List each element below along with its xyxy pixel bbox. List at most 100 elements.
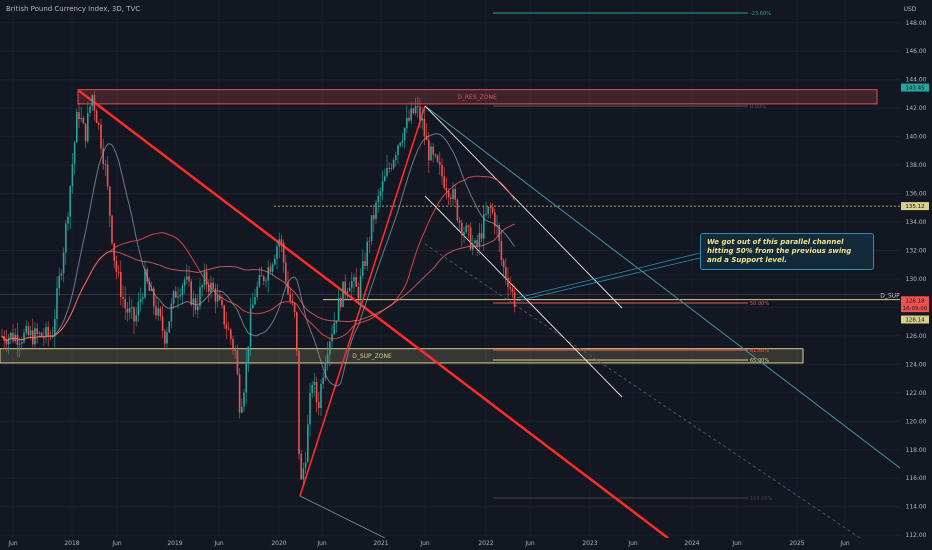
candle-body [430, 146, 432, 161]
trend-line [299, 105, 426, 497]
candle-body [386, 167, 388, 177]
candle-body [302, 468, 305, 480]
candle-body [216, 295, 219, 302]
candle-body [23, 332, 25, 343]
candle-body [27, 326, 30, 335]
price-tag-label: 135.12 [905, 204, 924, 210]
candle-body [285, 262, 287, 283]
annotation-note[interactable]: We got out of this parallel channel hitt… [700, 233, 874, 270]
time-axis[interactable]: Jun 2018 Jun 2019 Jun 2020 Jun 2021 Jun 2022 Jun 20… [0, 538, 932, 550]
candle-body [177, 296, 179, 298]
zone-box [77, 89, 878, 105]
candle-body [342, 281, 344, 308]
candle-body [443, 176, 445, 188]
candle-body [362, 261, 364, 276]
candle-body [280, 239, 283, 243]
candle-body [480, 233, 483, 239]
candle-body [95, 110, 98, 124]
candle-body [458, 220, 461, 223]
candle-body [144, 269, 146, 298]
time-axis-bg [0, 538, 932, 550]
candle-body [500, 240, 503, 261]
candle-body [208, 284, 210, 292]
candle-body [139, 298, 142, 303]
candle-body [469, 227, 472, 250]
price-tick-label: 116.00 [906, 475, 927, 482]
candle-body [260, 275, 263, 277]
candle-body [489, 206, 492, 208]
candle-body [298, 350, 300, 455]
candle-body [265, 280, 267, 282]
candle-body [190, 281, 192, 305]
candle-body [498, 224, 500, 241]
price-tick-label: 120.00 [906, 418, 927, 425]
trend-line [516, 257, 701, 302]
candle-body [126, 308, 129, 313]
candle-body [408, 117, 410, 121]
price-tick-label: 148.00 [906, 20, 927, 27]
candle-body [307, 424, 309, 463]
candle-body [227, 328, 230, 330]
price-tick-label: 124.00 [906, 361, 927, 368]
price-tick-label: 138.00 [906, 162, 927, 169]
price-axis[interactable]: USD 148.00 146.00 144.00 142.00 140.00 138.00 1… [900, 0, 932, 550]
candle-body [379, 191, 382, 196]
candle-body [62, 252, 65, 274]
time-tick-label: Jun [111, 540, 122, 547]
candle-body [373, 215, 375, 220]
price-axis-bg [900, 0, 932, 550]
candle-body [461, 222, 463, 236]
time-tick-label: Jun [419, 540, 430, 547]
candle-body [375, 202, 377, 220]
candle-body [346, 291, 349, 293]
candle-body [436, 155, 439, 162]
price-tick-label: 126.00 [906, 333, 927, 340]
candle-body [463, 232, 465, 236]
candle-body [296, 312, 298, 351]
candle-body [111, 215, 113, 244]
candle-body [120, 272, 122, 298]
candle-body [309, 393, 311, 425]
candle-body [322, 378, 324, 384]
candle-body [65, 223, 67, 253]
candle-body [161, 316, 164, 331]
candle-body [256, 286, 258, 297]
candle-body [135, 315, 137, 322]
candle-body [478, 233, 481, 247]
candle-body [115, 260, 118, 272]
trend-line [424, 105, 623, 309]
moving-average-line [1, 175, 516, 342]
candle-body [414, 106, 417, 114]
candle-body [507, 277, 509, 287]
fib-label: 61.80% [750, 348, 769, 354]
time-tick-label: Jun [839, 540, 850, 547]
candle-body [36, 328, 38, 334]
candle-body [465, 225, 467, 233]
candle-body [221, 299, 223, 306]
candle-body [483, 214, 485, 239]
candle-body [223, 305, 225, 325]
candle-body [89, 106, 91, 113]
candle-body [164, 330, 166, 344]
candle-body [84, 123, 87, 142]
candle-body [225, 324, 228, 329]
currency-label: USD [904, 6, 917, 13]
candle-body [254, 296, 256, 305]
candle-body [318, 402, 320, 408]
candle-body [331, 333, 333, 342]
candle-body [168, 321, 170, 333]
candle-body [241, 406, 243, 413]
candle-body [16, 334, 19, 345]
candle-body [38, 332, 41, 334]
candle-body [133, 307, 135, 322]
time-tick-label: 2020 [271, 540, 286, 547]
candle-body [287, 282, 289, 294]
candle-body [137, 302, 140, 316]
candle-body [403, 128, 406, 141]
candle-body [445, 187, 448, 191]
candle-body [454, 189, 456, 200]
candle-body [494, 212, 496, 227]
price-tag-label: 128.14 [905, 318, 925, 324]
candle-body [29, 330, 32, 335]
